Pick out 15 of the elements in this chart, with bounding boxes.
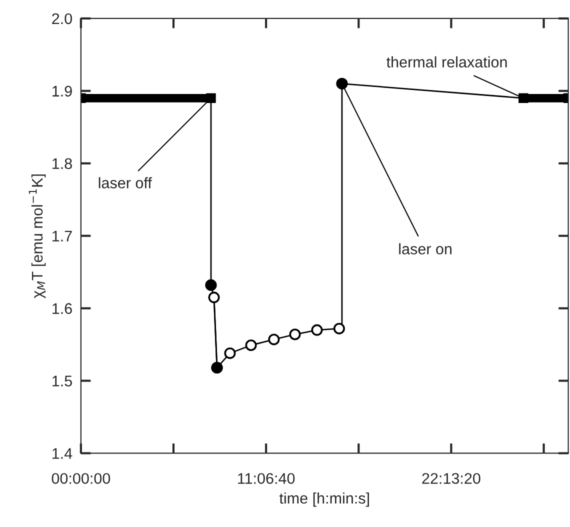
- y-axis-title: χ$_{M}$T [emu mol$^{−1}$K]: [28, 174, 46, 298]
- y-tick-label: 1.7: [52, 230, 72, 242]
- x-tick-label: 22:13:20: [422, 473, 480, 484]
- y-tick-label: 1.5: [52, 376, 72, 386]
- x-axis-title: time [h:min:s]: [279, 492, 369, 507]
- y-tick-label: 2.0: [52, 13, 72, 24]
- annotation: thermal relaxation: [386, 56, 507, 68]
- x-tick-label: 00:00:00: [52, 473, 110, 484]
- y-tick-label: 1.8: [52, 158, 72, 170]
- x-tick-label: 11:06:40: [238, 473, 295, 484]
- y-tick-label: 1.6: [52, 303, 72, 314]
- y-tick-label: 1.9: [52, 86, 72, 97]
- y-tick-label: 1.4: [52, 448, 72, 459]
- annotation: laser on: [399, 243, 452, 254]
- annotation: laser off: [98, 177, 152, 188]
